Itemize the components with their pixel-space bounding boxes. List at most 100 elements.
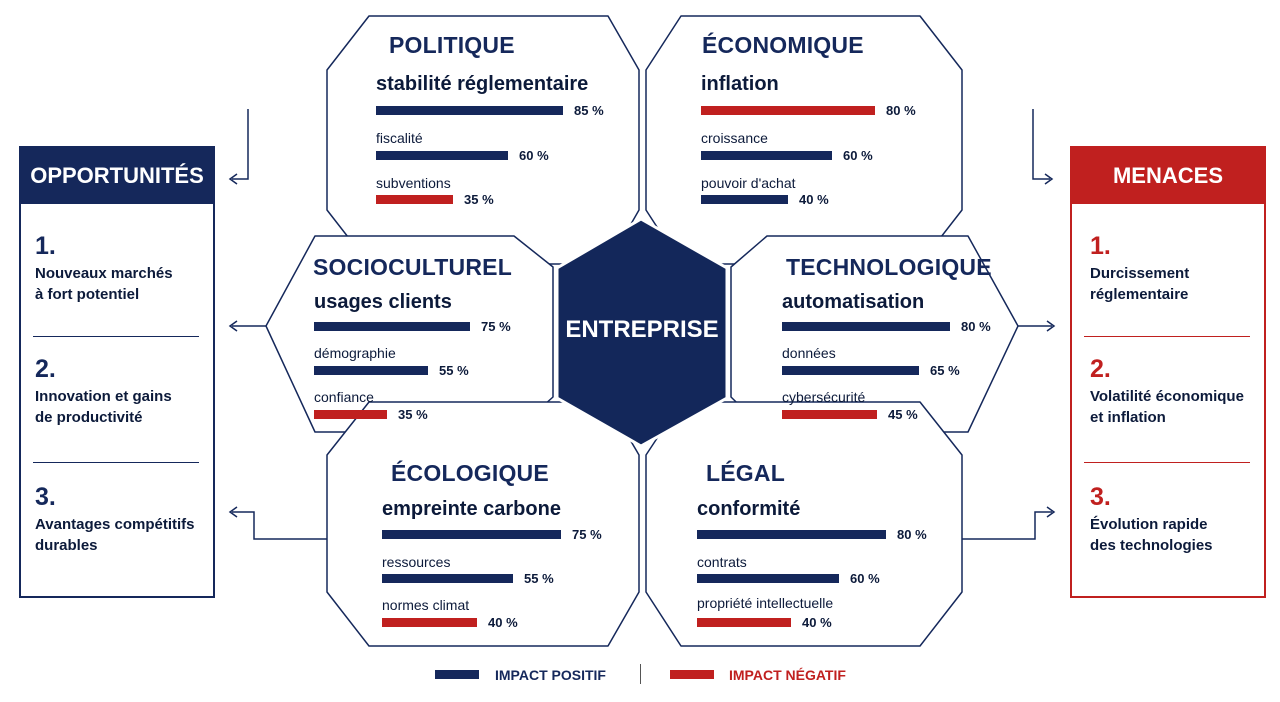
threat-item: 2. Volatilité économique et inflation — [1090, 355, 1250, 428]
factor-label: contrats — [697, 554, 747, 570]
impact-percent: 80 % — [886, 103, 916, 118]
threat-number: 2. — [1090, 355, 1111, 383]
center-hexagon — [555, 217, 729, 448]
connector-line — [232, 511, 327, 540]
impact-bar — [382, 530, 561, 539]
opportunity-item: 1. Nouveaux marchés à fort potentiel — [35, 232, 199, 305]
impact-percent: 80 % — [961, 319, 991, 334]
impact-percent: 35 % — [464, 192, 494, 207]
arrow-head-icon — [1044, 173, 1054, 185]
impact-bar — [314, 410, 387, 419]
impact-percent: 65 % — [930, 363, 960, 378]
impact-bar — [782, 410, 877, 419]
arrow-head-icon — [228, 173, 238, 185]
hexagon-5-outline — [326, 401, 640, 647]
separator — [33, 336, 199, 337]
threats-panel: MENACES 1. Durcissement réglementaire 2.… — [1070, 146, 1266, 598]
main-factor-label: stabilité réglementaire — [376, 73, 589, 95]
legend-divider — [640, 664, 641, 684]
threat-text-line: Évolution rapide — [1090, 516, 1208, 533]
opportunity-text-line: durables — [35, 537, 98, 554]
main-factor-label: usages clients — [314, 291, 452, 313]
opportunity-text-line: Nouveaux marchés — [35, 265, 173, 282]
legend-positive-swatch — [435, 670, 479, 679]
opportunity-number: 3. — [35, 483, 56, 511]
impact-percent: 80 % — [897, 527, 927, 542]
opportunity-item: 2. Innovation et gains de productivité — [35, 355, 199, 428]
connector-line — [962, 511, 1052, 540]
factor-label: croissance — [701, 130, 768, 146]
hexagon-title: ÉCONOMIQUE — [702, 32, 864, 58]
threat-text-line: Volatilité économique — [1090, 388, 1244, 405]
opportunity-text-line: de productivité — [35, 409, 143, 426]
threat-item: 3. Évolution rapide des technologies — [1090, 483, 1250, 556]
impact-percent: 40 % — [488, 615, 518, 630]
factor-label: cybersécurité — [782, 389, 866, 405]
impact-percent: 55 % — [439, 363, 469, 378]
opportunity-text: Innovation et gains de productivité — [35, 386, 199, 428]
threat-item: 1. Durcissement réglementaire — [1090, 232, 1250, 305]
threat-text-line: des technologies — [1090, 537, 1213, 554]
impact-bar — [376, 195, 453, 204]
impact-bar — [382, 618, 477, 627]
impact-percent: 60 % — [843, 148, 873, 163]
factor-label: démographie — [314, 345, 396, 361]
hexagon-title: POLITIQUE — [389, 32, 515, 58]
threat-text: Volatilité économique et inflation — [1090, 386, 1250, 428]
opportunity-text-line: Avantages compétitifs — [35, 516, 195, 533]
opportunity-number: 2. — [35, 355, 56, 383]
legend-negative-label: IMPACT NÉGATIF — [729, 667, 846, 683]
main-factor-label: conformité — [697, 498, 801, 520]
threat-text: Évolution rapide des technologies — [1090, 514, 1250, 556]
impact-bar — [697, 618, 791, 627]
center-label: ENTREPRISE — [565, 316, 719, 343]
impact-bar — [314, 322, 470, 331]
arrow-head-icon — [228, 506, 238, 518]
impact-percent: 85 % — [574, 103, 604, 118]
separator — [1084, 462, 1250, 463]
separator — [1084, 336, 1250, 337]
impact-bar — [376, 151, 508, 160]
impact-bar — [697, 530, 886, 539]
opportunities-title: OPPORTUNITÉS — [21, 148, 213, 204]
opportunity-item: 3. Avantages compétitifs durables — [35, 483, 199, 556]
impact-percent: 35 % — [398, 407, 428, 422]
hexagon-6-outline — [645, 401, 963, 647]
opportunity-text: Avantages compétitifs durables — [35, 514, 199, 556]
arrow-head-icon — [1046, 320, 1056, 332]
threat-text-line: Durcissement — [1090, 265, 1190, 282]
impact-percent: 45 % — [888, 407, 918, 422]
hexagon-title: SOCIOCULTUREL — [313, 254, 512, 280]
threat-text-line: réglementaire — [1090, 286, 1189, 303]
factor-label: confiance — [314, 389, 374, 405]
impact-bar — [701, 195, 788, 204]
factor-label: propriété intellectuelle — [697, 595, 834, 611]
opportunity-text-line: Innovation et gains — [35, 388, 172, 405]
threat-number: 3. — [1090, 483, 1111, 511]
impact-bar — [701, 106, 875, 115]
impact-percent: 60 % — [519, 148, 549, 163]
impact-bar — [314, 366, 428, 375]
hexagon-title: LÉGAL — [706, 460, 785, 486]
connector-arrows — [228, 109, 1056, 540]
connector-line — [232, 109, 249, 180]
legend-negative-swatch — [670, 670, 714, 679]
threats-title: MENACES — [1072, 148, 1264, 204]
impact-percent: 75 % — [481, 319, 511, 334]
factor-label: ressources — [382, 554, 451, 570]
main-factor-label: empreinte carbone — [382, 498, 561, 520]
factor-label: données — [782, 345, 836, 361]
legend-positive-label: IMPACT POSITIF — [495, 667, 606, 683]
hexagon-title: TECHNOLOGIQUE — [786, 254, 992, 280]
main-factor-label: inflation — [701, 73, 779, 95]
connector-line — [1032, 109, 1050, 180]
impact-bar — [697, 574, 839, 583]
opportunities-panel: OPPORTUNITÉS 1. Nouveaux marchés à fort … — [19, 146, 215, 598]
impact-bar — [382, 574, 513, 583]
impact-percent: 40 % — [799, 192, 829, 207]
impact-percent: 60 % — [850, 571, 880, 586]
impact-percent: 40 % — [802, 615, 832, 630]
opportunity-number: 1. — [35, 232, 56, 260]
separator — [33, 462, 199, 463]
factor-label: normes climat — [382, 597, 470, 613]
